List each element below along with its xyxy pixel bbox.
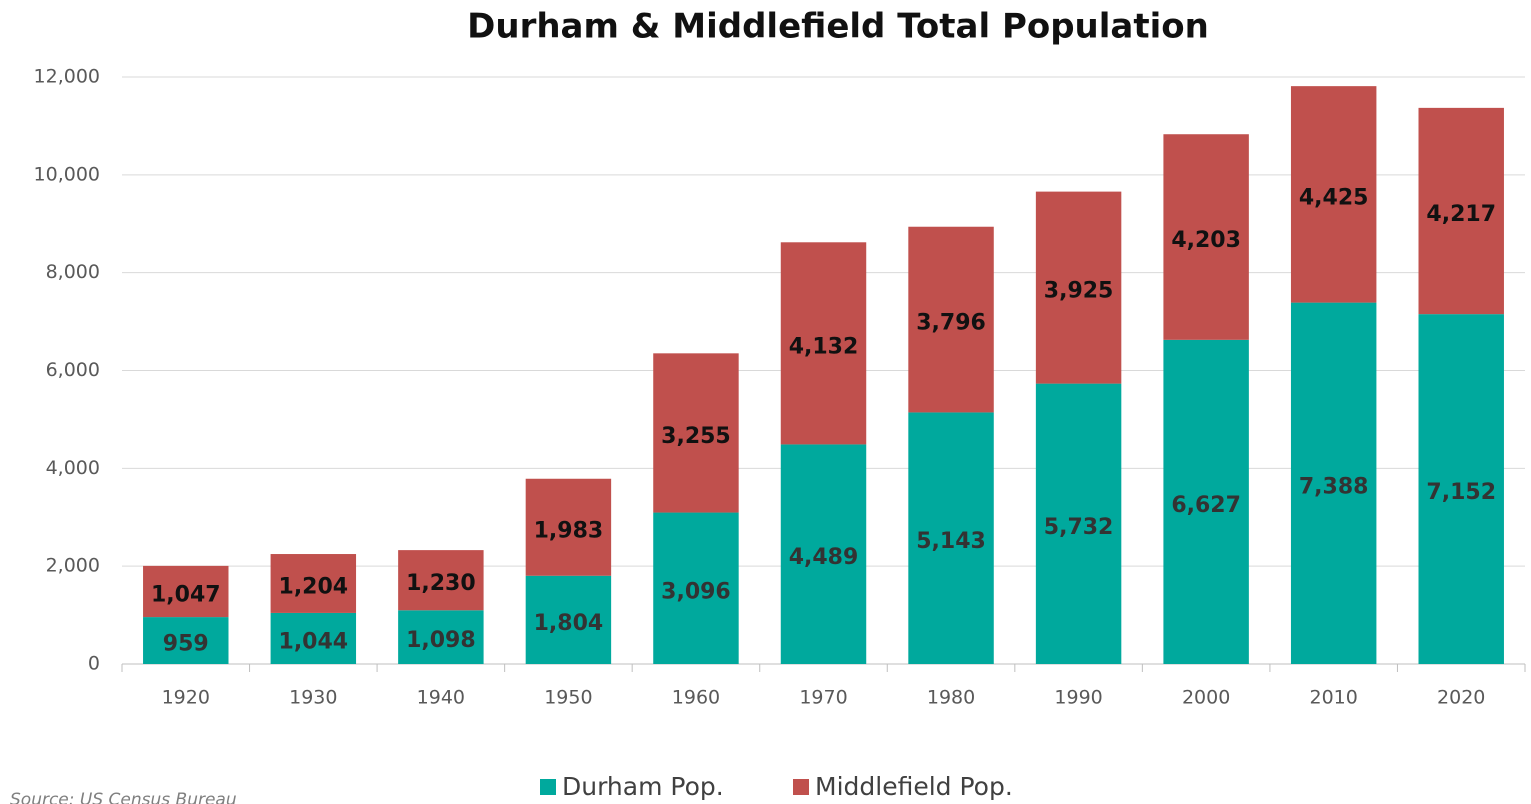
bar-segment	[525, 575, 612, 664]
x-tick-label: 1970	[799, 687, 847, 709]
chart-title: Durham & Middlefield Total Population	[467, 7, 1209, 47]
value-label: 4,203	[1171, 228, 1241, 253]
bar-segment	[398, 610, 484, 664]
value-label: 1,230	[406, 571, 476, 596]
value-label: 3,096	[661, 579, 731, 604]
bar-segment	[1418, 107, 1504, 315]
value-label: 1,047	[151, 582, 221, 607]
bar-segment	[780, 242, 867, 445]
legend-label: Middlefield Pop.	[815, 772, 1013, 801]
value-label: 3,925	[1044, 279, 1114, 304]
y-tick-label: 10,000	[34, 163, 100, 185]
x-tick-label: 1950	[544, 687, 592, 709]
bar-segment	[270, 612, 357, 664]
bar-segment	[143, 617, 229, 664]
bar-segment	[1163, 134, 1249, 340]
value-label: 5,143	[916, 529, 986, 554]
x-tick-label: 1980	[927, 687, 975, 709]
value-label: 1,204	[279, 574, 349, 599]
y-tick-label: 2,000	[46, 555, 100, 577]
bar-segment	[1035, 383, 1122, 664]
value-label: 959	[163, 632, 209, 657]
source-note: Source: US Census Bureau	[10, 790, 237, 804]
value-label: 4,217	[1426, 202, 1496, 227]
y-tick-label: 6,000	[46, 359, 100, 381]
value-label: 7,152	[1426, 480, 1496, 505]
x-tick-label: 2020	[1437, 687, 1485, 709]
value-label: 1,983	[534, 518, 604, 543]
bar-segment	[1163, 339, 1249, 664]
value-label: 6,627	[1171, 493, 1241, 518]
value-label: 3,796	[916, 311, 986, 336]
y-tick-label: 8,000	[46, 261, 100, 283]
y-tick-label: 4,000	[46, 457, 100, 479]
bar-segment	[653, 512, 739, 664]
bar-segment	[525, 478, 612, 576]
legend-swatch	[793, 779, 809, 795]
x-tick-label: 1960	[672, 687, 720, 709]
x-tick-label: 2010	[1310, 687, 1358, 709]
bar-segment	[908, 412, 994, 664]
value-label: 5,732	[1044, 515, 1114, 540]
bar-segment	[908, 226, 994, 413]
value-label: 4,425	[1299, 185, 1369, 210]
x-tick-label: 2000	[1182, 687, 1230, 709]
x-tick-label: 1920	[162, 687, 210, 709]
y-tick-label: 12,000	[34, 66, 100, 88]
bar-segment	[1290, 86, 1377, 303]
value-label: 1,098	[406, 628, 476, 653]
bar-segment	[270, 554, 357, 613]
legend-swatch	[540, 779, 556, 795]
y-tick-label: 0	[88, 653, 100, 675]
value-label: 1,044	[279, 629, 349, 654]
bar-segment	[1035, 191, 1122, 384]
bar-segment	[143, 565, 229, 618]
value-label: 7,388	[1299, 474, 1369, 499]
x-tick-label: 1930	[289, 687, 337, 709]
bar-segment	[780, 444, 867, 664]
bar-segment	[398, 550, 484, 611]
x-tick-label: 1990	[1054, 687, 1102, 709]
bar-segment	[1290, 302, 1377, 664]
bar-segment	[1418, 314, 1504, 664]
x-tick-label: 1940	[417, 687, 465, 709]
legend-label: Durham Pop.	[562, 772, 724, 801]
value-label: 3,255	[661, 424, 731, 449]
value-label: 1,804	[534, 611, 604, 636]
bar-segment	[653, 353, 739, 513]
value-label: 4,489	[789, 545, 859, 570]
value-label: 4,132	[789, 334, 859, 359]
